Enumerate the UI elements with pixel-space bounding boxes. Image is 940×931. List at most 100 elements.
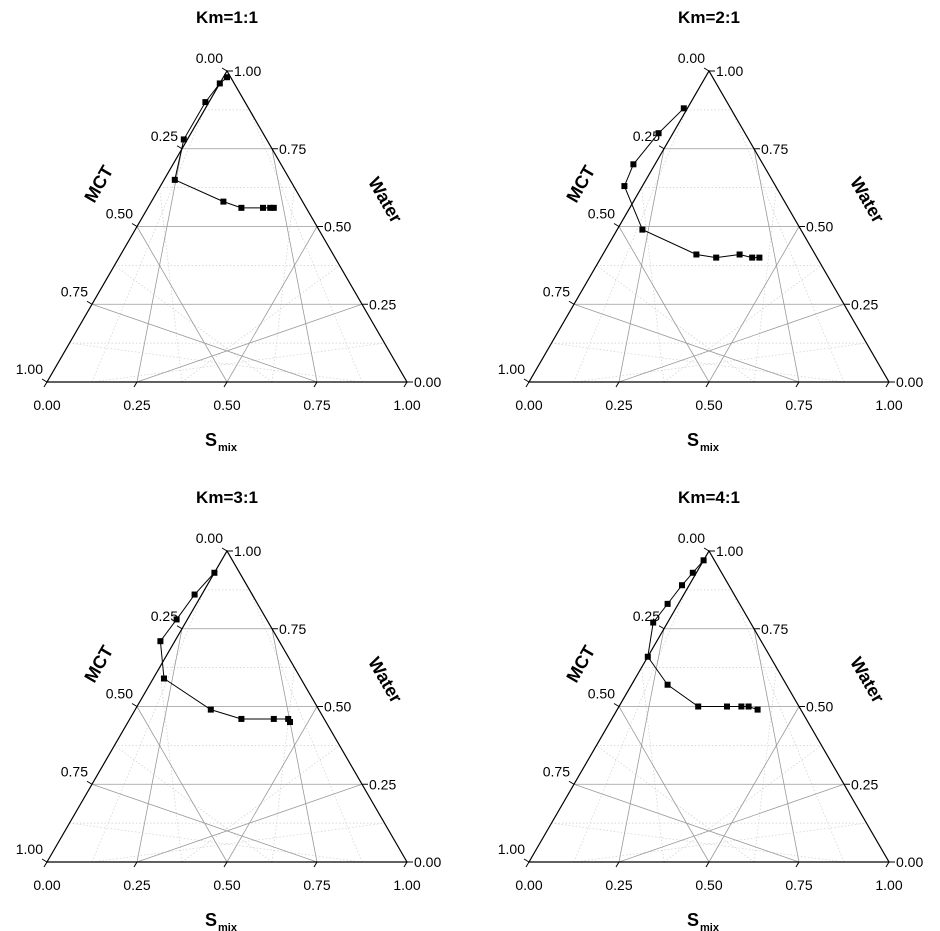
left-tick-label: 0.00 xyxy=(196,50,223,66)
data-point xyxy=(157,638,164,645)
right-tick-label: 0.75 xyxy=(279,621,306,637)
series-line xyxy=(174,76,274,209)
major-gridline xyxy=(618,706,710,863)
right-tick-label: 1.00 xyxy=(716,63,743,79)
bottom-tick-label: 0.75 xyxy=(303,877,330,893)
major-gridline xyxy=(618,226,710,383)
bottom-tick xyxy=(43,861,48,868)
data-point xyxy=(621,183,628,190)
major-gridline xyxy=(136,706,228,863)
major-gridline xyxy=(136,226,228,383)
left-tick xyxy=(658,145,665,150)
right-tick-label: 0.00 xyxy=(896,854,923,870)
bottom-tick xyxy=(403,861,408,868)
minor-gridline xyxy=(641,187,665,383)
right-axis-label: Water xyxy=(846,654,888,707)
data-point xyxy=(191,591,198,598)
left-tick xyxy=(613,223,620,227)
data-point xyxy=(207,706,214,713)
bottom-tick-label: 0.50 xyxy=(213,877,240,893)
data-point xyxy=(650,619,657,626)
left-tick xyxy=(658,625,665,630)
left-tick xyxy=(568,300,575,305)
bottom-tick-label: 1.00 xyxy=(393,397,420,413)
minor-gridline xyxy=(181,265,340,383)
right-tick-label: 0.00 xyxy=(896,374,923,390)
right-tick-label: 0.50 xyxy=(806,219,833,235)
series-line xyxy=(159,572,291,723)
bottom-tick xyxy=(133,381,138,388)
bottom-tick xyxy=(885,381,890,388)
left-axis-label: MCT xyxy=(562,642,599,686)
left-axis-label: MCT xyxy=(80,162,117,206)
data-point xyxy=(713,254,720,261)
bottom-tick-label: 1.00 xyxy=(875,877,902,893)
bottom-tick xyxy=(313,381,318,388)
bottom-tick-label: 1.00 xyxy=(875,397,902,413)
bottom-axis-label: Smix xyxy=(205,910,238,931)
left-tick xyxy=(523,378,530,383)
left-tick xyxy=(41,858,48,863)
left-tick-label: 0.75 xyxy=(543,283,570,299)
data-point xyxy=(171,176,178,183)
major-gridline xyxy=(753,628,800,863)
minor-gridline xyxy=(596,745,755,863)
data-point xyxy=(173,616,180,623)
left-tick xyxy=(221,547,228,552)
bottom-tick xyxy=(795,381,800,388)
bottom-tick-label: 1.00 xyxy=(393,877,420,893)
series-line xyxy=(623,107,760,259)
data-point xyxy=(738,703,745,710)
data-point xyxy=(695,703,702,710)
minor-gridline xyxy=(271,187,295,383)
right-tick-label: 0.00 xyxy=(414,374,441,390)
bottom-tick-label: 0.00 xyxy=(515,877,542,893)
minor-gridline xyxy=(753,187,777,383)
major-gridline xyxy=(271,148,318,383)
bottom-tick-label: 0.25 xyxy=(123,397,150,413)
ternary-panel: 0.000.000.000.250.250.250.500.500.500.75… xyxy=(16,8,442,454)
left-tick-label: 0.50 xyxy=(106,206,133,222)
ternary-panel: 0.000.000.000.250.250.250.500.500.500.75… xyxy=(498,488,924,931)
bottom-axis-subscript: mix xyxy=(218,922,238,931)
major-gridline xyxy=(573,783,800,863)
right-tick-label: 0.25 xyxy=(369,296,396,312)
bottom-tick-label: 0.50 xyxy=(213,397,240,413)
bottom-tick xyxy=(705,381,710,388)
data-point xyxy=(224,74,230,81)
data-point xyxy=(211,569,218,576)
left-tick-label: 0.25 xyxy=(151,608,178,624)
bottom-axis-subscript: mix xyxy=(218,442,238,454)
bottom-tick-label: 0.50 xyxy=(695,877,722,893)
left-tick xyxy=(41,378,48,383)
bottom-tick xyxy=(403,381,408,388)
bottom-tick-label: 0.25 xyxy=(605,877,632,893)
chart-title: Km=2:1 xyxy=(678,8,740,27)
data-point xyxy=(679,582,685,589)
minor-gridline xyxy=(159,187,183,383)
minor-gridline xyxy=(753,667,777,863)
right-tick-label: 1.00 xyxy=(234,63,261,79)
major-gridline xyxy=(271,628,318,863)
right-axis-label: Water xyxy=(364,654,406,707)
data-point xyxy=(680,105,687,112)
minor-gridline xyxy=(596,265,755,383)
left-tick-label: 0.75 xyxy=(61,283,88,299)
ternary-panel: 0.000.000.000.250.250.250.500.500.500.75… xyxy=(498,8,924,454)
right-tick-label: 0.75 xyxy=(761,621,788,637)
bottom-tick xyxy=(525,861,530,868)
major-gridline xyxy=(573,303,800,383)
bottom-tick xyxy=(615,861,620,868)
minor-gridline xyxy=(641,667,665,863)
left-tick xyxy=(221,67,228,72)
data-point xyxy=(270,204,277,211)
data-point xyxy=(736,251,743,258)
bottom-tick xyxy=(885,861,890,868)
right-tick-label: 0.00 xyxy=(414,854,441,870)
left-tick-label: 1.00 xyxy=(16,841,43,857)
right-tick-label: 0.75 xyxy=(279,141,306,157)
left-tick-label: 1.00 xyxy=(498,361,525,377)
data-point xyxy=(745,703,752,710)
bottom-tick-label: 0.25 xyxy=(123,877,150,893)
